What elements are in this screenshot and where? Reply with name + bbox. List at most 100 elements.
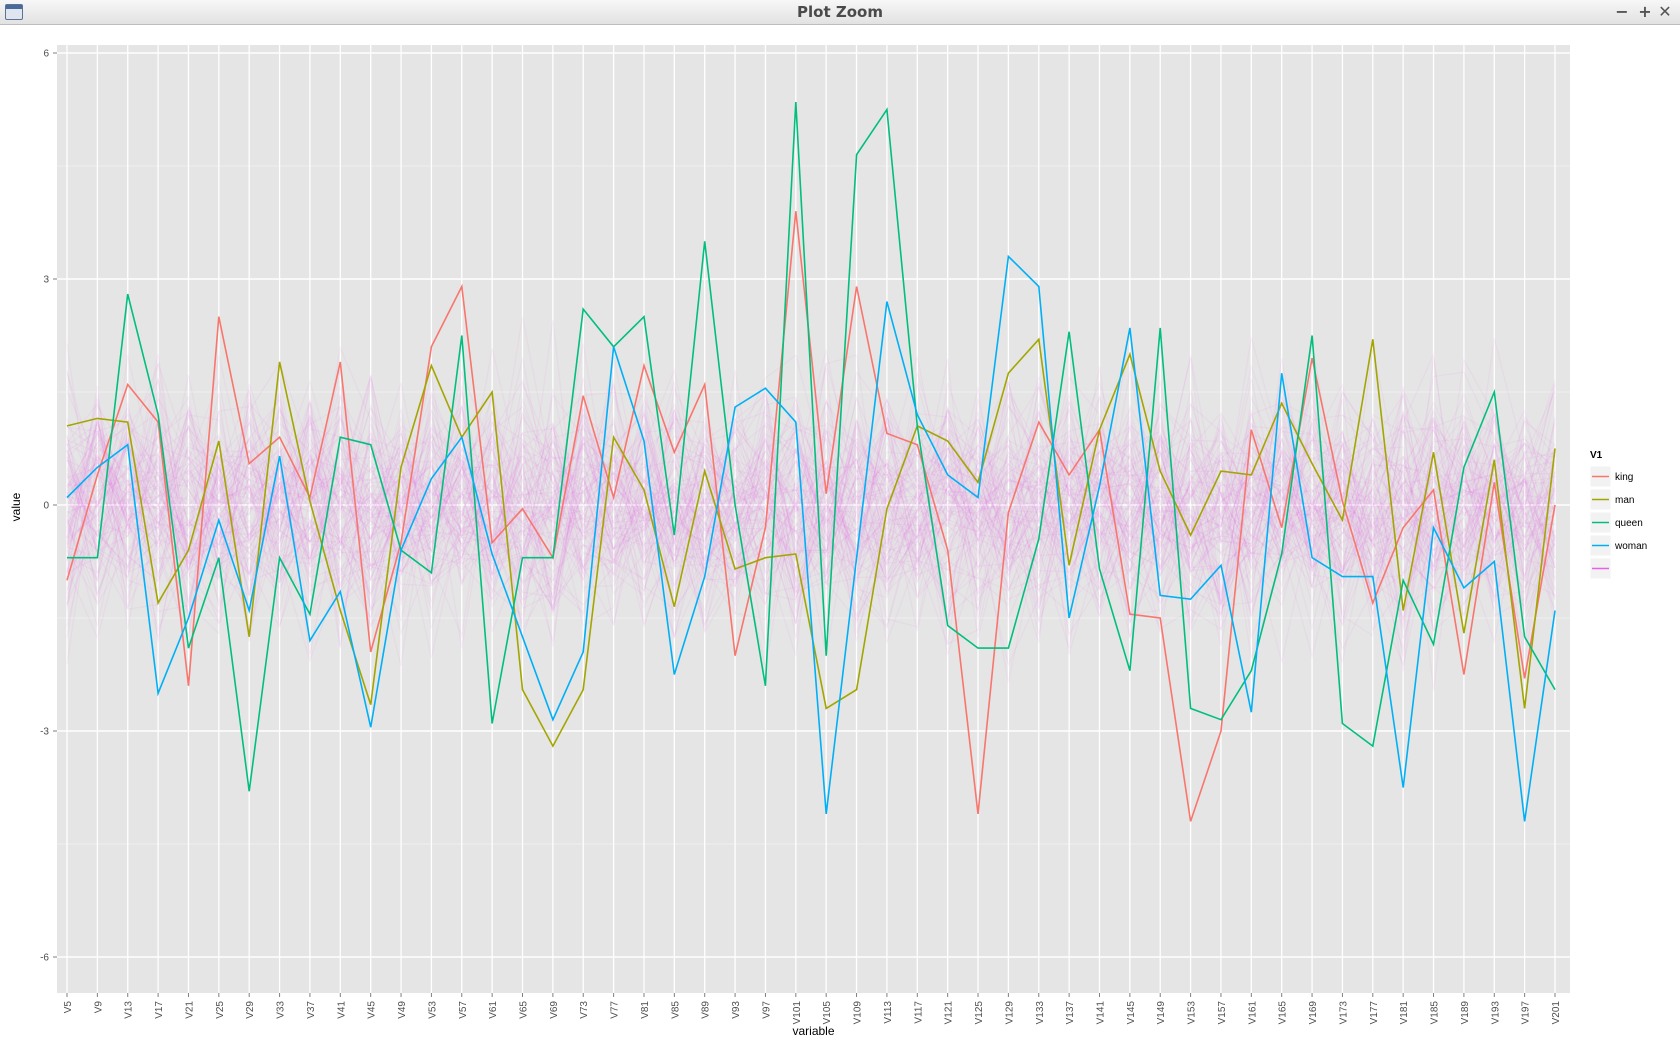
background-series-line [66, 404, 1556, 598]
background-series-line [66, 418, 1556, 659]
x-tick-label: V181 [1399, 1001, 1410, 1025]
legend-label: queen [1615, 518, 1643, 529]
background-series-line [66, 354, 1556, 655]
background-series-line [66, 410, 1556, 606]
x-tick-label: V101 [792, 1001, 803, 1025]
x-tick-label: V145 [1126, 1001, 1137, 1025]
chart-area: 6 3 0 -3 -6 V5 V9 V13 V17 V21 V25 V29 V33 V37 V41 V45 V4… [9, 45, 1647, 1038]
background-series-line [66, 370, 1556, 636]
background-series-line [66, 343, 1556, 656]
background-series-line [66, 415, 1556, 683]
x-tick-label: V185 [1430, 1001, 1441, 1025]
x-tick-label: V33 [276, 1001, 287, 1019]
background-series-line [66, 393, 1556, 638]
x-tick-label: V129 [1004, 1001, 1015, 1025]
x-tick-label: V17 [154, 1001, 165, 1019]
background-series-line [66, 363, 1556, 647]
background-series-line [66, 407, 1556, 630]
background-series-line [66, 390, 1556, 621]
background-series-line [66, 386, 1556, 633]
background-series-line [66, 358, 1556, 642]
background-series-line [66, 385, 1556, 630]
close-button[interactable]: ✕ [1658, 2, 1672, 21]
background-series-line [66, 352, 1556, 643]
background-series-line [66, 390, 1556, 663]
y-tick-label: 3 [43, 275, 49, 286]
background-series-line [66, 396, 1556, 628]
x-tick-label: V49 [397, 1001, 408, 1019]
background-series-line [66, 345, 1556, 629]
background-series-line [66, 388, 1556, 639]
background-series-line [66, 377, 1556, 691]
background-series-line [66, 370, 1556, 618]
background-series-line [66, 338, 1556, 627]
y-tick-label: 0 [43, 501, 49, 512]
legend-label: woman [1614, 541, 1647, 552]
background-series-line [66, 355, 1556, 661]
background-series-line [66, 366, 1556, 639]
x-tick-label: V81 [640, 1001, 651, 1019]
background-series-line [66, 391, 1556, 640]
series-line-king [66, 211, 1556, 822]
background-series-line [66, 376, 1556, 574]
y-tick-label: -6 [40, 953, 49, 964]
plot-panel [57, 45, 1570, 993]
x-tick-label: V173 [1338, 1001, 1349, 1025]
series-line-woman [66, 254, 1556, 822]
x-tick-label: V201 [1551, 1001, 1562, 1025]
background-series-line [66, 356, 1556, 646]
background-series-line [66, 420, 1556, 667]
background-series-line [66, 412, 1556, 645]
x-tick-label: V197 [1521, 1001, 1532, 1025]
background-series-line [66, 379, 1556, 633]
background-series-line [66, 396, 1556, 663]
background-series-line [66, 367, 1556, 667]
x-tick-label: V105 [822, 1001, 833, 1025]
background-series-line [66, 396, 1556, 644]
background-series-line [66, 357, 1556, 645]
background-series-line [66, 358, 1556, 609]
x-tick-label: V89 [701, 1001, 712, 1019]
minimize-button[interactable]: − [1615, 2, 1629, 21]
background-series-line [66, 397, 1556, 647]
x-tick-label: V113 [883, 1001, 894, 1024]
x-tick-label: V149 [1156, 1001, 1167, 1025]
background-series-line [66, 384, 1556, 664]
background-series-line [66, 374, 1556, 610]
background-series-line [66, 354, 1556, 628]
background-series-line [66, 387, 1556, 631]
background-series-line [66, 349, 1556, 657]
x-tick-label: V133 [1035, 1001, 1046, 1025]
background-series-line [66, 390, 1556, 625]
background-series-line [66, 414, 1556, 627]
x-tick-label: V141 [1095, 1001, 1106, 1025]
x-tick-label: V29 [245, 1001, 256, 1019]
x-tick-label: V25 [215, 1001, 226, 1019]
x-tick-label: V125 [974, 1001, 985, 1025]
background-series-line [66, 416, 1556, 605]
y-tick-label: 6 [43, 49, 49, 60]
background-series-line [66, 422, 1556, 632]
window-titlebar: Plot Zoom − + ✕ [0, 0, 1680, 25]
x-axis-title: variable [792, 1024, 834, 1038]
background-series-line [66, 408, 1556, 642]
x-tick-label: V65 [519, 1001, 530, 1019]
y-axis-title: value [9, 492, 23, 521]
background-series-line [66, 388, 1556, 635]
maximize-button[interactable]: + [1638, 2, 1652, 21]
x-tick-label: V93 [731, 1001, 742, 1019]
background-series-line [66, 387, 1556, 625]
legend-label: king [1615, 472, 1633, 483]
x-tick-label: V13 [124, 1001, 135, 1019]
background-series-line [66, 433, 1556, 626]
x-tick-label: V53 [427, 1001, 438, 1019]
background-series-line [66, 402, 1556, 616]
background-series-line [66, 357, 1556, 655]
background-series-line [66, 370, 1556, 629]
background-series-line [66, 410, 1556, 632]
series-line-queen [67, 101, 1556, 792]
x-tick-label: V177 [1369, 1001, 1380, 1025]
window-title: Plot Zoom [797, 3, 883, 21]
x-tick-label: V61 [488, 1001, 499, 1019]
background-series-line [66, 395, 1556, 616]
